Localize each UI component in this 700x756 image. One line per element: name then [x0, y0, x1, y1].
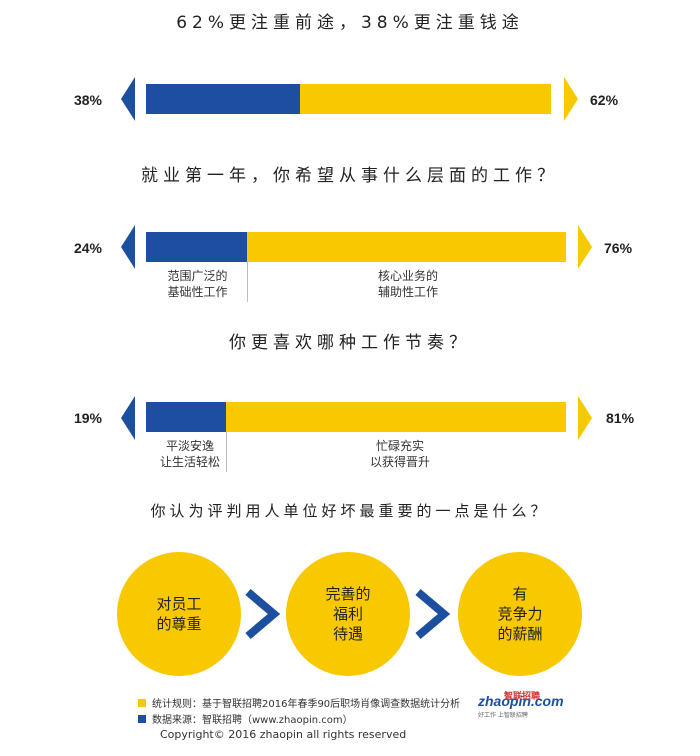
left-arrow-icon [121, 396, 135, 440]
logo-main-text: zhaopin.com [478, 693, 564, 709]
stacked-bar-3 [146, 402, 566, 432]
chart-title-1: 62%更注重前途，38%更注重钱途 [176, 13, 524, 33]
bar-segment-blue-1 [146, 84, 300, 114]
right-arrow-icon [578, 225, 592, 269]
legend-item-source: 数据来源：智联招聘（www.zhaopin.com） [138, 711, 353, 726]
legend-text: 数据来源：智联招聘（www.zhaopin.com） [152, 715, 353, 726]
circle-text: 福利 [332, 605, 363, 623]
legend-swatch-blue [138, 714, 146, 723]
right-arrow-icon [564, 77, 578, 121]
right-percentage-1: 62% [590, 92, 619, 108]
right-percentage-2: 76% [604, 240, 633, 256]
left-arrow-icon [121, 77, 135, 121]
logo-cn-text: 智联招聘 [504, 692, 541, 702]
chart-title-4: 你认为评判用人单位好坏最重要的一点是什么？ [150, 502, 550, 520]
zhaopin-logo: zhaopin.com 智联招聘 好工作 上智联招聘 [478, 692, 564, 727]
bar-segment-yellow-3 [226, 402, 566, 432]
left-arrow-icon [121, 225, 135, 269]
label-line: 平淡安逸 [165, 439, 214, 453]
left-percentage-1: 38% [73, 92, 102, 108]
left-segment-label-3: 平淡安逸 让生活轻松 [148, 438, 232, 470]
circle-text: 对员工 [156, 595, 202, 613]
circle-text: 的尊重 [156, 615, 202, 633]
label-line: 让生活轻松 [159, 455, 220, 469]
right-segment-label-3: 忙碌充实 以获得晋升 [340, 438, 460, 470]
greater-than-chevron-icon [415, 588, 451, 640]
legend-item-rule: 统计规则：基于智联招聘2016年春季90后职场肖像调查数据统计分析 [138, 695, 460, 710]
segment-divider [226, 432, 227, 472]
circle-text: 待遇 [332, 625, 363, 643]
left-segment-label-2: 范围广泛的 基础性工作 [150, 268, 245, 300]
right-percentage-3: 81% [606, 410, 635, 426]
ranking-circle-2: 完善的 福利 待遇 [286, 552, 410, 676]
circle-text: 完善的 [325, 585, 371, 603]
bar-segment-blue-3 [146, 402, 226, 432]
label-line: 辅助性工作 [377, 285, 438, 299]
segment-divider [247, 262, 248, 302]
circle-text: 有 [512, 585, 528, 603]
legend-swatch-yellow [138, 698, 146, 707]
label-line: 核心业务的 [377, 269, 438, 283]
bar-segment-yellow-2 [247, 232, 566, 262]
greater-than-chevron-icon [245, 588, 281, 640]
right-arrow-icon [578, 396, 592, 440]
left-percentage-3: 19% [73, 410, 102, 426]
left-percentage-2: 24% [73, 240, 102, 256]
label-line: 以获得晋升 [369, 455, 430, 469]
stacked-bar-1 [146, 84, 551, 114]
legend-text: 统计规则：基于智联招聘2016年春季90后职场肖像调查数据统计分析 [152, 699, 461, 710]
copyright: Copyright© 2016 zhaopin all rights reser… [160, 728, 407, 741]
right-segment-label-2: 核心业务的 辅助性工作 [348, 268, 468, 300]
bar-segment-blue-2 [146, 232, 247, 262]
label-line: 忙碌充实 [375, 439, 424, 453]
label-line: 基础性工作 [167, 285, 228, 299]
chart-title-3: 你更喜欢哪种工作节奏？ [229, 333, 471, 353]
circle-text: 竞争力 [497, 605, 543, 623]
ranking-circle-3: 有 竞争力 的薪酬 [458, 552, 582, 676]
stacked-bar-2 [146, 232, 566, 262]
chart-title-2: 就业第一年，你希望从事什么层面的工作？ [141, 166, 559, 186]
logo-sub-text: 好工作 上智联招聘 [478, 712, 528, 719]
circle-text: 的薪酬 [497, 625, 543, 643]
bar-segment-yellow-1 [300, 84, 551, 114]
label-line: 范围广泛的 [167, 269, 228, 283]
ranking-circle-1: 对员工 的尊重 [117, 552, 241, 676]
